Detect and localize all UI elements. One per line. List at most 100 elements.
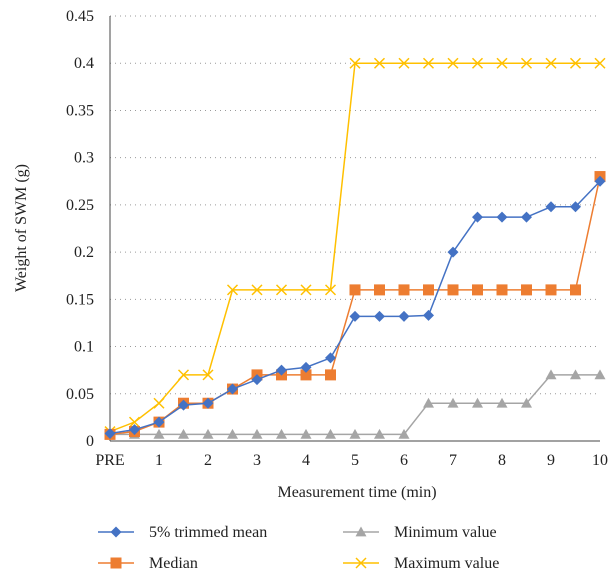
x-tick-label: 10	[592, 452, 608, 469]
data-point	[447, 246, 459, 258]
data-point	[276, 428, 287, 439]
data-point	[275, 284, 288, 296]
data-point	[570, 284, 581, 296]
x-tick-label: 1	[155, 452, 163, 469]
y-tick-label: 0.35	[66, 102, 94, 119]
data-point	[276, 364, 287, 376]
data-point	[251, 428, 263, 439]
data-point	[496, 397, 508, 408]
data-point	[545, 369, 557, 380]
data-point	[374, 310, 385, 322]
y-tick-label: 0.3	[74, 150, 94, 167]
data-point	[251, 374, 263, 386]
x-marker-stroke	[594, 57, 606, 69]
data-point	[349, 284, 361, 296]
data-point	[300, 369, 312, 381]
legend-marker	[110, 526, 122, 538]
data-point	[178, 428, 189, 439]
data-point	[153, 416, 165, 428]
x-marker-stroke	[422, 57, 435, 69]
x-marker-stroke	[128, 416, 141, 428]
data-point	[472, 211, 483, 223]
legend-item: Minimum value	[343, 524, 497, 541]
y-tick-label: 0.2	[74, 244, 94, 261]
x-tick-label: PRE	[95, 452, 124, 469]
data-point	[227, 428, 238, 439]
data-point	[569, 57, 582, 69]
x-marker-stroke	[373, 57, 386, 69]
data-point	[349, 428, 361, 439]
data-point	[545, 284, 557, 296]
data-point	[374, 284, 385, 296]
plot-area	[104, 57, 606, 440]
data-point	[325, 352, 336, 364]
y-tick-labels: 0 0.05 0.1 0.15 0.2 0.25 0.3 0.35 0.4 0.45	[66, 8, 94, 450]
series-5-trimmed-mean	[104, 175, 606, 439]
data-point	[521, 397, 532, 408]
x-marker-stroke	[447, 57, 459, 69]
legend-label: Maximum value	[394, 555, 499, 572]
data-point	[398, 284, 410, 296]
data-point	[422, 57, 435, 69]
data-point	[545, 57, 557, 69]
data-point	[423, 284, 434, 296]
x-tick-label: 3	[253, 452, 261, 469]
data-point	[153, 428, 165, 439]
legend: 5% trimmed mean Median Minimum value Maximu…	[98, 524, 499, 572]
data-point	[472, 284, 483, 296]
x-marker-stroke	[226, 284, 239, 296]
x-tick-label: 4	[302, 452, 310, 469]
data-point	[520, 57, 533, 69]
data-point	[202, 369, 214, 381]
data-point	[594, 175, 606, 187]
x-marker-stroke	[324, 284, 337, 296]
data-point	[545, 201, 557, 213]
x-marker-stroke	[471, 57, 484, 69]
x-marker-stroke	[251, 284, 263, 296]
data-point	[349, 57, 361, 69]
legend-label: 5% trimmed mean	[149, 524, 267, 541]
data-point	[202, 397, 214, 409]
legend-marker	[355, 526, 367, 537]
data-point	[447, 397, 459, 408]
y-tick-label: 0.45	[66, 8, 94, 25]
x-marker-stroke	[300, 284, 312, 296]
data-point	[496, 284, 508, 296]
x-tick-label: 8	[498, 452, 506, 469]
data-point	[423, 309, 434, 321]
data-point	[374, 428, 385, 439]
x-tick-label: 9	[547, 452, 555, 469]
y-axis-title: Weight of SWM (g)	[13, 164, 30, 292]
data-point	[521, 284, 532, 296]
x-marker-stroke	[177, 369, 190, 381]
x-marker-stroke	[349, 57, 361, 69]
data-point	[324, 284, 337, 296]
data-point	[472, 397, 483, 408]
data-point	[447, 284, 459, 296]
data-point	[153, 397, 165, 409]
legend-label: Median	[149, 555, 198, 572]
data-point	[373, 57, 386, 69]
legend-item: Median	[98, 555, 198, 572]
x-marker-stroke	[202, 369, 214, 381]
legend-item: Maximum value	[343, 555, 499, 572]
data-point	[325, 369, 336, 381]
x-tick-label: 6	[400, 452, 408, 469]
data-point	[594, 369, 606, 380]
data-point	[300, 284, 312, 296]
data-point	[128, 416, 141, 428]
y-tick-label: 0.15	[66, 291, 94, 308]
legend-marker	[110, 557, 122, 569]
legend-label: Minimum value	[394, 524, 497, 541]
series-minimum-value	[104, 369, 606, 439]
x-tick-label: 5	[351, 452, 359, 469]
data-point	[398, 57, 410, 69]
data-point	[178, 399, 189, 411]
legend-item: 5% trimmed mean	[98, 524, 267, 541]
x-tick-label: 7	[449, 452, 457, 469]
x-marker-stroke	[545, 57, 557, 69]
data-point	[521, 211, 532, 223]
x-tick-labels: PRE 1 2 3 4 5 6 7 8 9 10	[95, 452, 608, 469]
x-marker-stroke	[275, 284, 288, 296]
